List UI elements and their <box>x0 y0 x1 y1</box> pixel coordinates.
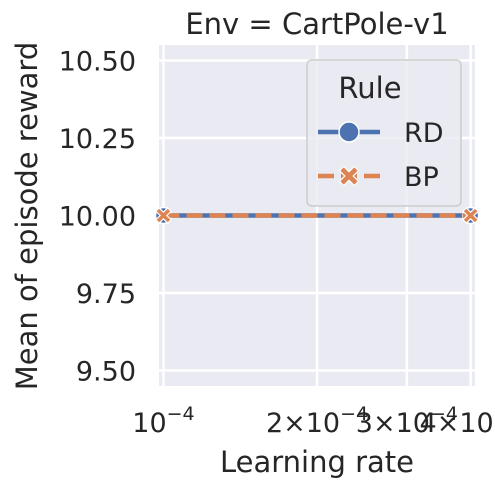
x-tick-label: 3×10−4 <box>356 403 458 439</box>
x-tick-label: 2×10−4 <box>266 403 368 439</box>
legend: Rule RD BP <box>306 59 462 207</box>
data-point <box>155 207 172 224</box>
chart-title: Env = CartPole-v1 <box>185 7 448 41</box>
legend-entry: BP <box>318 162 439 193</box>
legend-entry: RD <box>318 118 444 149</box>
y-tick-label: 10.25 <box>59 124 136 155</box>
legend-title: Rule <box>338 71 401 105</box>
y-tick-label: 9.50 <box>76 357 136 388</box>
y-tick-labels: 9.50 9.75 10.00 10.25 10.50 <box>59 47 136 388</box>
data-point <box>338 165 360 187</box>
y-tick-label: 9.75 <box>76 279 136 310</box>
x-tick-label: 4×10−4 <box>420 403 495 439</box>
x-axis-label: Learning rate <box>220 445 414 479</box>
series-bp <box>155 207 480 224</box>
y-axis-label: Mean of episode reward <box>10 42 44 390</box>
series-layer <box>154 206 480 225</box>
legend-label: RD <box>404 118 444 149</box>
y-tick-label: 10.50 <box>59 47 136 78</box>
x-tick-labels: 10−4 2×10−43×10−44×10−4 <box>132 403 495 439</box>
y-tick-label: 10.00 <box>59 202 136 233</box>
data-point <box>338 121 360 143</box>
x-tick-label: 10−4 <box>132 403 194 439</box>
data-point <box>462 207 480 224</box>
legend-entries: RD BP <box>318 118 444 193</box>
legend-label: BP <box>404 162 439 193</box>
